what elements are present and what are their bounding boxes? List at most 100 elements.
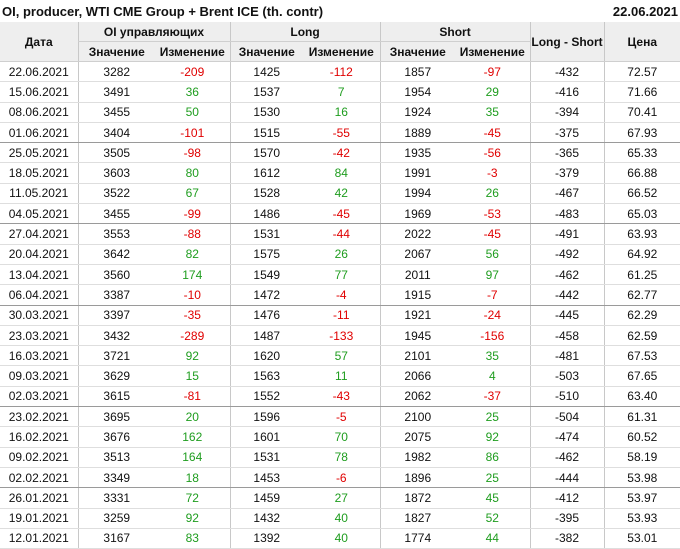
table-row: 30.03.2021 3397 -35 1476 -11 1921 -24 -445 62.29 — [0, 305, 680, 326]
value-cell: 2022 — [379, 223, 456, 245]
date-cell: 22.06.2021 — [0, 61, 78, 83]
change-cell: -209 — [155, 61, 231, 83]
value-cell: 3553 — [77, 223, 155, 245]
value-cell: -444 — [529, 467, 605, 489]
value-cell: 1994 — [379, 183, 456, 205]
change-cell: 35 — [455, 102, 531, 123]
value-cell: 1620 — [229, 345, 304, 367]
table-row: 12.01.2021 3167 83 1392 40 1774 44 -382 53.01 — [0, 528, 680, 549]
table-row: 01.06.2021 3404 -101 1515 -55 1889 -45 -375 67.9… — [0, 122, 680, 144]
change-cell: 18 — [155, 467, 231, 489]
change-cell: -97 — [455, 61, 531, 83]
change-cell: 50 — [155, 102, 231, 123]
value-cell: 1486 — [229, 203, 304, 225]
value-cell: 1612 — [229, 162, 304, 184]
title: OI, producer, WTI CME Group + Brent ICE … — [2, 3, 324, 19]
change-cell: 36 — [155, 81, 231, 103]
sub-header: Значение — [379, 41, 456, 62]
value-cell: 2066 — [379, 365, 456, 387]
value-cell: 1528 — [229, 183, 304, 205]
date-cell: 20.04.2021 — [0, 244, 78, 265]
date-cell: 01.06.2021 — [0, 122, 78, 144]
col-header: Цена — [603, 22, 680, 62]
change-cell: 4 — [455, 365, 531, 387]
table-row: 23.02.2021 3695 20 1596 -5 2100 25 -504 61.31 — [0, 406, 680, 428]
change-cell: -88 — [155, 223, 231, 245]
change-cell: 83 — [155, 528, 231, 549]
value-cell: 1857 — [379, 61, 456, 83]
change-cell: 77 — [303, 264, 381, 286]
change-cell: 15 — [155, 365, 231, 387]
value-cell: 53.01 — [603, 528, 680, 549]
value-cell: 3629 — [77, 365, 155, 387]
change-cell: -101 — [155, 122, 231, 144]
change-cell: 26 — [455, 183, 531, 205]
value-cell: 1531 — [229, 223, 304, 245]
value-cell: 1982 — [379, 447, 456, 468]
change-cell: -45 — [455, 223, 531, 245]
change-cell: -99 — [155, 203, 231, 225]
change-cell: 92 — [455, 426, 531, 448]
value-cell: -504 — [529, 406, 605, 428]
table-row: 11.05.2021 3522 67 1528 42 1994 26 -467 66.52 — [0, 183, 680, 205]
change-cell: -35 — [155, 305, 231, 326]
value-cell: 2062 — [379, 386, 456, 408]
change-cell: 56 — [455, 244, 531, 265]
value-cell: 1827 — [379, 508, 456, 529]
value-cell: 67.93 — [603, 122, 680, 144]
table-row: 06.04.2021 3387 -10 1472 -4 1915 -7 -442 62.77 — [0, 284, 680, 306]
change-cell: 174 — [155, 264, 231, 286]
value-cell: 1472 — [229, 284, 304, 306]
change-cell: -53 — [455, 203, 531, 225]
value-cell: 1774 — [379, 528, 456, 549]
date-cell: 26.01.2021 — [0, 487, 78, 509]
sub-header: Значение — [77, 41, 155, 62]
change-cell: -42 — [303, 142, 381, 164]
date-cell: 23.03.2021 — [0, 325, 78, 347]
value-cell: 62.29 — [603, 305, 680, 326]
value-cell: 1531 — [229, 447, 304, 468]
value-cell: -462 — [529, 264, 605, 286]
value-cell: 65.03 — [603, 203, 680, 225]
value-cell: 53.97 — [603, 487, 680, 509]
value-cell: 3349 — [77, 467, 155, 489]
table-row: 25.05.2021 3505 -98 1570 -42 1935 -56 -365 65.33 — [0, 142, 680, 164]
date-cell: 11.05.2021 — [0, 183, 78, 205]
value-cell: 3331 — [77, 487, 155, 509]
change-cell: 44 — [455, 528, 531, 549]
date-cell: 12.01.2021 — [0, 528, 78, 549]
date-cell: 23.02.2021 — [0, 406, 78, 428]
value-cell: 1487 — [229, 325, 304, 347]
value-cell: 3505 — [77, 142, 155, 164]
change-cell: -289 — [155, 325, 231, 347]
value-cell: 72.57 — [603, 61, 680, 83]
value-cell: 1915 — [379, 284, 456, 306]
value-cell: 3603 — [77, 162, 155, 184]
change-cell: 27 — [303, 487, 381, 509]
value-cell: -481 — [529, 345, 605, 367]
value-cell: 1552 — [229, 386, 304, 408]
value-cell: 67.65 — [603, 365, 680, 387]
change-cell: -11 — [303, 305, 381, 326]
value-cell: -503 — [529, 365, 605, 387]
table-row: 13.04.2021 3560 174 1549 77 2011 97 -462 61.25 — [0, 264, 680, 286]
table-row: 27.04.2021 3553 -88 1531 -44 2022 -45 -491 63.93 — [0, 223, 680, 245]
date-cell: 02.03.2021 — [0, 386, 78, 408]
table-row: 16.03.2021 3721 92 1620 57 2101 35 -481 67.53 — [0, 345, 680, 367]
value-cell: 70.41 — [603, 102, 680, 123]
value-cell: -416 — [529, 81, 605, 103]
table-row: 23.03.2021 3432 -289 1487 -133 1945 -156 -458 62… — [0, 325, 680, 347]
date-cell: 15.06.2021 — [0, 81, 78, 103]
change-cell: -3 — [455, 162, 531, 184]
change-cell: 40 — [303, 508, 381, 529]
table-row: 04.05.2021 3455 -99 1486 -45 1969 -53 -483 65.03 — [0, 203, 680, 225]
change-cell: -44 — [303, 223, 381, 245]
value-cell: 53.98 — [603, 467, 680, 489]
change-cell: -43 — [303, 386, 381, 408]
change-cell: -56 — [455, 142, 531, 164]
value-cell: 3522 — [77, 183, 155, 205]
change-cell: -81 — [155, 386, 231, 408]
value-cell: -510 — [529, 386, 605, 408]
table-row: 02.03.2021 3615 -81 1552 -43 2062 -37 -510 63.40 — [0, 386, 680, 408]
